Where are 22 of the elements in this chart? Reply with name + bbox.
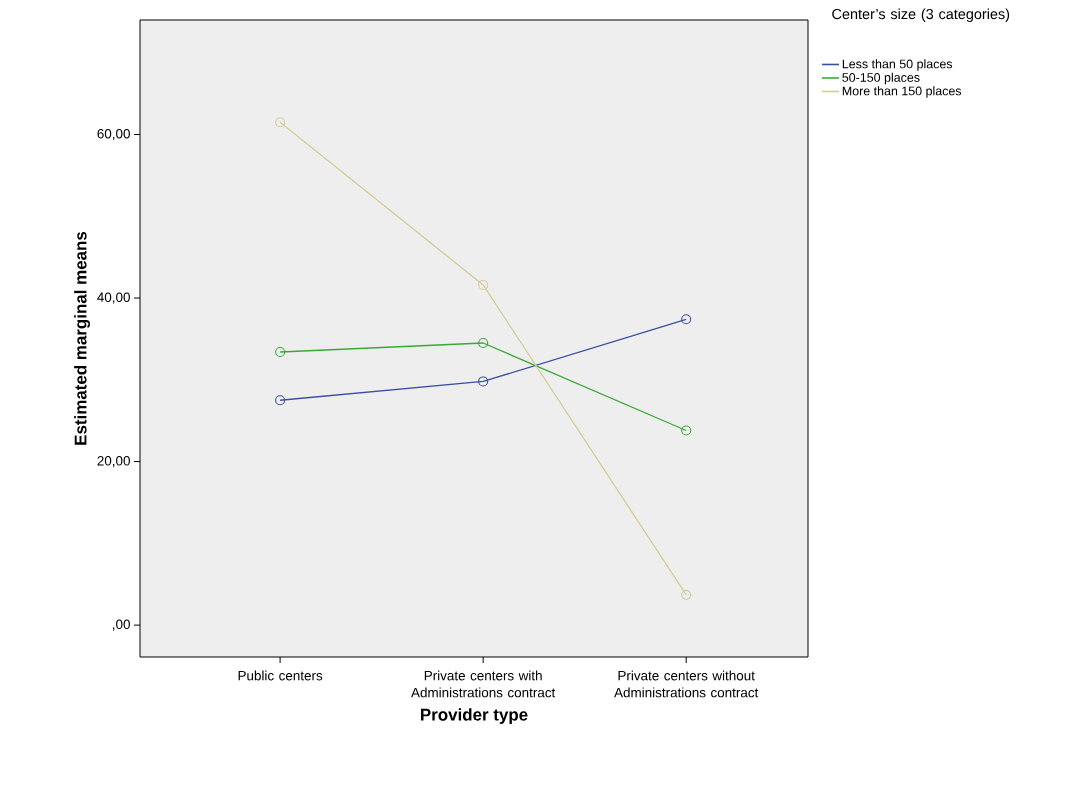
legend-label: More than 150 places (842, 86, 962, 98)
legend-label: Less than 50 places (842, 59, 953, 71)
y-tick-label: 40,00 (97, 292, 130, 304)
point (681, 314, 692, 325)
point (478, 337, 489, 349)
x-tick-label: Public centers (238, 670, 323, 681)
point (275, 117, 286, 128)
point (681, 589, 692, 600)
x-axis-title: Provider type (421, 708, 528, 724)
point (275, 395, 286, 406)
point (681, 425, 692, 436)
point (478, 279, 489, 290)
legend-title: Center’s size (3 categories) (832, 8, 1010, 22)
y-tick-label: ,00 (113, 619, 130, 631)
point (275, 346, 286, 358)
y-tick-label: 60,00 (97, 128, 130, 141)
y-axis-title: Estimated marginal means (74, 231, 90, 445)
x-tick-label: Private centers with Administrations contract (411, 670, 556, 698)
legend-label: 50-150 places (842, 72, 920, 85)
point (478, 376, 489, 387)
y-tick-label: 20,00 (97, 456, 130, 468)
x-tick-label: Private centers without Administrations contract (614, 670, 759, 698)
